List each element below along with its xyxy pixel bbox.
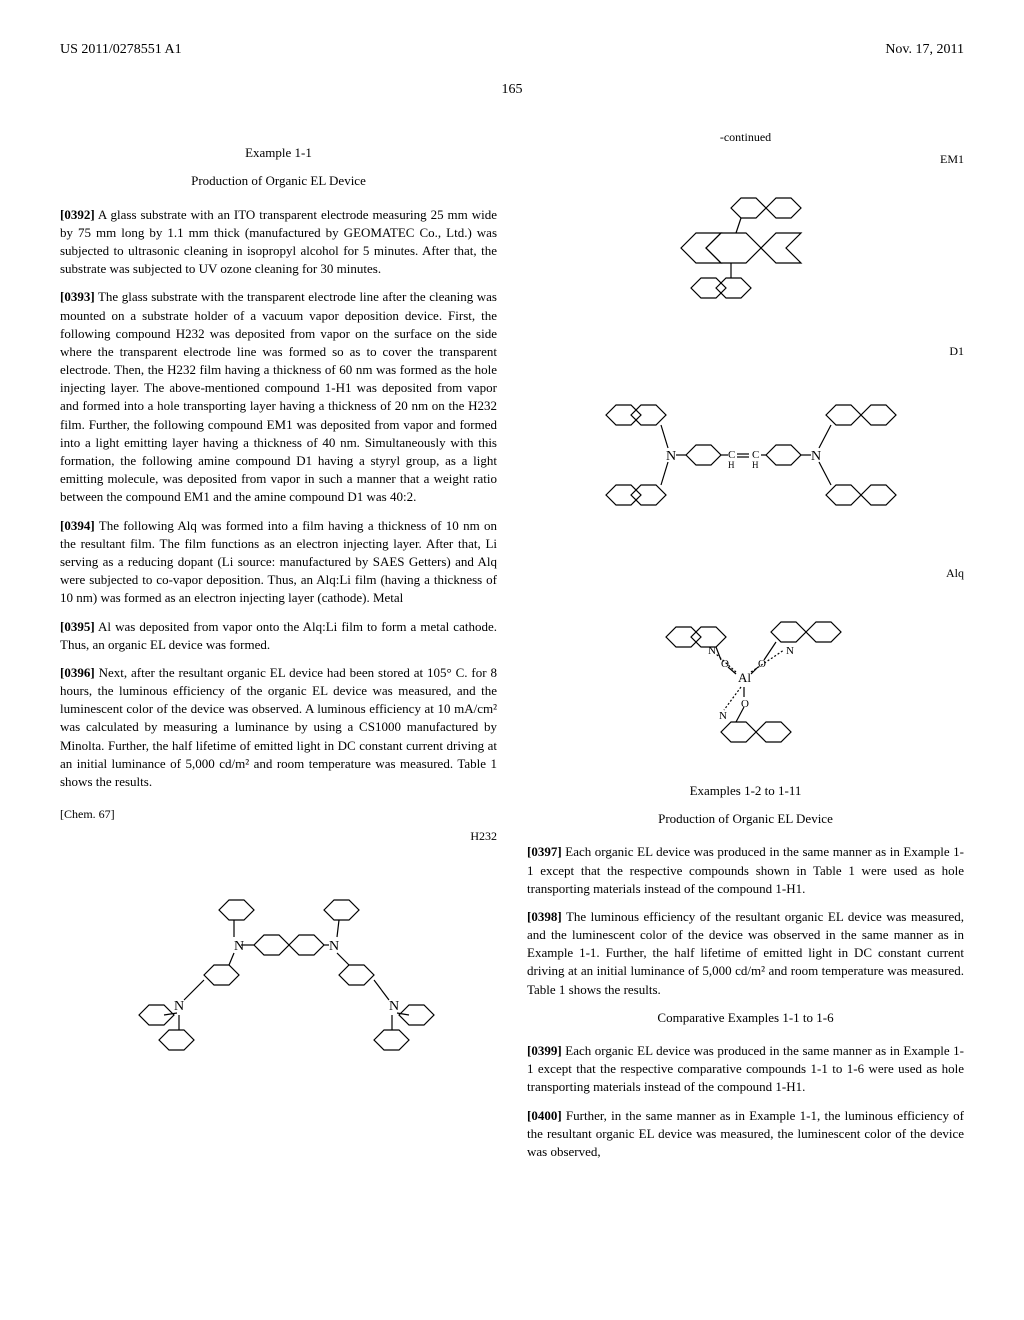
compound-label-em1: EM1	[527, 151, 964, 168]
paragraph: [0396] Next, after the resultant organic…	[60, 664, 497, 791]
para-num: [0399]	[527, 1043, 562, 1058]
para-num: [0398]	[527, 909, 562, 924]
svg-text:H: H	[728, 460, 735, 470]
para-text: Al was deposited from vapor onto the Alq…	[60, 619, 497, 652]
paragraph: [0394] The following Alq was formed into…	[60, 517, 497, 608]
svg-text:N: N	[174, 999, 184, 1014]
para-text: The luminous efficiency of the resultant…	[527, 909, 964, 997]
section-title: Production of Organic EL Device	[60, 172, 497, 190]
para-num: [0397]	[527, 844, 562, 859]
svg-text:O: O	[721, 658, 729, 670]
svg-text:Al: Al	[738, 670, 751, 685]
paragraph: [0399] Each organic EL device was produc…	[527, 1042, 964, 1097]
para-num: [0396]	[60, 665, 95, 680]
svg-text:N: N	[811, 449, 821, 464]
publication-date: Nov. 17, 2011	[885, 40, 964, 60]
para-text: The following Alq was formed into a film…	[60, 518, 497, 606]
paragraph: [0393] The glass substrate with the tran…	[60, 288, 497, 506]
svg-text:H: H	[752, 460, 759, 470]
para-num: [0393]	[60, 289, 95, 304]
compound-label-alq: Alq	[527, 565, 964, 582]
svg-text:N: N	[666, 449, 676, 464]
para-num: [0395]	[60, 619, 95, 634]
para-text: Each organic EL device was produced in t…	[527, 844, 964, 895]
para-num: [0400]	[527, 1108, 562, 1123]
left-column: Example 1-1 Production of Organic EL Dev…	[60, 129, 497, 1171]
paragraph: [0400] Further, in the same manner as in…	[527, 1107, 964, 1162]
chem-structure-alq: Al O O O N N	[527, 592, 964, 767]
para-text: Each organic EL device was produced in t…	[527, 1043, 964, 1094]
page-header: US 2011/0278551 A1 Nov. 17, 2011	[60, 40, 964, 60]
svg-text:N: N	[786, 645, 794, 657]
chem-structure-h232: N N N	[60, 855, 497, 1060]
continued-label: -continued	[527, 129, 964, 146]
paragraph: [0392] A glass substrate with an ITO tra…	[60, 206, 497, 279]
chem-label: [Chem. 67]	[60, 806, 497, 823]
svg-text:N: N	[234, 939, 244, 954]
paragraph: [0395] Al was deposited from vapor onto …	[60, 618, 497, 654]
chem-structure-d1: C H C H N	[527, 370, 964, 555]
comparative-title: Comparative Examples 1-1 to 1-6	[527, 1009, 964, 1027]
paragraph: [0398] The luminous efficiency of the re…	[527, 908, 964, 999]
paragraph: [0397] Each organic EL device was produc…	[527, 843, 964, 898]
publication-number: US 2011/0278551 A1	[60, 40, 182, 60]
para-text: A glass substrate with an ITO transparen…	[60, 207, 497, 277]
content-columns: Example 1-1 Production of Organic EL Dev…	[60, 129, 964, 1171]
compound-label-h232: H232	[60, 828, 497, 845]
svg-text:N: N	[329, 939, 339, 954]
example-title: Example 1-1	[60, 144, 497, 162]
para-text: The glass substrate with the transparent…	[60, 289, 497, 504]
para-num: [0394]	[60, 518, 95, 533]
svg-text:N: N	[719, 710, 727, 722]
examples-title: Examples 1-2 to 1-11	[527, 782, 964, 800]
para-text: Next, after the resultant organic EL dev…	[60, 665, 497, 789]
svg-text:N: N	[708, 645, 716, 657]
svg-text:N: N	[389, 999, 399, 1014]
page-number: 165	[60, 80, 964, 100]
para-num: [0392]	[60, 207, 95, 222]
svg-text:O: O	[741, 698, 749, 710]
right-column: -continued EM1 D	[527, 129, 964, 1171]
compound-label-d1: D1	[527, 343, 964, 360]
examples-subtitle: Production of Organic EL Device	[527, 810, 964, 828]
chem-structure-em1	[527, 178, 964, 333]
para-text: Further, in the same manner as in Exampl…	[527, 1108, 964, 1159]
